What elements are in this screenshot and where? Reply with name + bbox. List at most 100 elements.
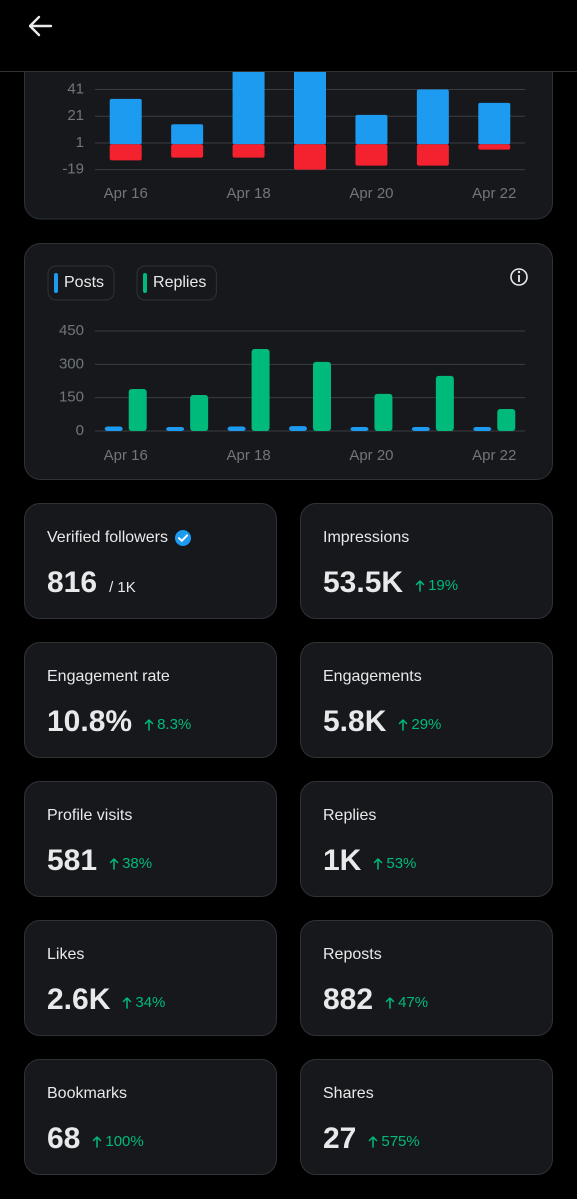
stat-label-row: Verified followers	[47, 528, 254, 548]
bar	[355, 114, 388, 145]
stat-value: 68	[47, 1122, 81, 1155]
stat-value: 27	[323, 1122, 357, 1155]
y-tick-label: 0	[76, 422, 84, 439]
stat-value: 1K	[323, 844, 362, 877]
bar	[497, 409, 516, 431]
header	[0, 0, 577, 71]
stat-label: Verified followers	[47, 529, 168, 546]
stat-label: Reposts	[323, 946, 382, 963]
bar	[355, 144, 388, 166]
stat-row: 10.8% 8.3%	[47, 705, 254, 739]
bar	[435, 375, 454, 431]
charts: 41 21 1 -19 Apr 16 Apr 18 Apr 20 Apr 22 0 150 300…	[0, 0, 577, 480]
bar	[416, 144, 449, 166]
stat-label-row: Reposts	[323, 945, 530, 965]
stat-row: 2.6K 34%	[47, 983, 254, 1017]
stat-row: 5.8K 29%	[323, 705, 530, 739]
stat-card: Profile visits 581 38%	[24, 781, 277, 897]
y-tick-label: 1	[76, 134, 84, 151]
legend-swatch	[143, 273, 148, 293]
y-tick-label: 41	[67, 81, 84, 98]
chart-plot: 41 21 1 -19 Apr 16 Apr 18 Apr 20 Apr 22	[62, 57, 525, 202]
stat-label-row: Likes	[47, 945, 254, 965]
stat-change-value: 29%	[411, 716, 442, 733]
x-tick-label: Apr 18	[226, 185, 270, 202]
bar	[171, 124, 204, 145]
info-icon[interactable]	[510, 268, 528, 286]
verified-badge	[174, 530, 191, 546]
stat-label: Shares	[323, 1085, 374, 1102]
stat-change-value: 100%	[105, 1133, 144, 1150]
stat-change: 47%	[385, 994, 428, 1011]
stat-label: Impressions	[323, 529, 410, 546]
stat-card: Verified followers 816 / 1K	[24, 503, 277, 619]
bar	[128, 389, 147, 431]
y-tick-label: 21	[67, 107, 84, 124]
up-arrow	[415, 580, 425, 592]
legend-chip	[47, 265, 115, 301]
x-tick-label: Apr 20	[349, 185, 393, 202]
up-arrow	[109, 858, 119, 870]
stat-change: 29%	[398, 716, 441, 733]
y-tick-label: 450	[59, 322, 84, 339]
up-arrow	[144, 719, 154, 731]
x-tick-label: Apr 22	[472, 185, 516, 202]
stat-change-value: 575%	[381, 1133, 420, 1150]
y-tick-label: -19	[62, 161, 84, 178]
bar	[109, 144, 142, 161]
stat-row: 581 38%	[47, 844, 254, 878]
stat-change-value: 53%	[386, 855, 417, 872]
x-tick-label: Apr 16	[104, 447, 148, 464]
bar	[109, 98, 142, 145]
bar	[478, 144, 511, 150]
bar	[374, 393, 393, 431]
bar	[289, 426, 307, 431]
bar	[416, 89, 449, 145]
stat-card: Impressions 53.5K 19%	[300, 503, 553, 619]
legend-chip	[136, 265, 217, 301]
stat-label-row: Shares	[323, 1084, 530, 1104]
chart-card	[24, 243, 553, 480]
stat-change-value: 38%	[122, 855, 153, 872]
stat-label-row: Bookmarks	[47, 1084, 254, 1104]
stat-row: 882 47%	[323, 983, 530, 1017]
stats-grid: Verified followers 816 / 1K Impressions 53.5…	[24, 503, 553, 1175]
bar	[190, 395, 209, 431]
stat-change-value: 34%	[135, 994, 166, 1011]
stat-label: Likes	[47, 946, 85, 963]
stat-value: 2.6K	[47, 983, 111, 1016]
stat-label-row: Engagement rate	[47, 667, 254, 687]
bar	[411, 427, 430, 431]
stat-change: 53%	[373, 855, 416, 872]
stat-change: 575%	[368, 1133, 420, 1150]
stat-change: 19%	[415, 577, 458, 594]
bar	[171, 144, 204, 158]
up-arrow	[374, 858, 383, 870]
bar	[104, 426, 123, 431]
stat-label-row: Engagements	[323, 667, 530, 687]
stat-change-value: 19%	[428, 577, 459, 594]
stat-card: Replies 1K 53%	[300, 781, 553, 897]
stat-row: 68 100%	[47, 1122, 254, 1156]
bar	[294, 144, 326, 170]
bar	[232, 57, 265, 145]
stat-card: Engagement rate 10.8% 8.3%	[24, 642, 277, 758]
x-tick-label: Apr 22	[472, 447, 516, 464]
back-button[interactable]	[28, 15, 53, 37]
stat-row: 1K 53%	[323, 844, 530, 878]
stat-label-row: Replies	[323, 806, 530, 826]
up-arrow	[385, 997, 395, 1009]
y-tick-label: 300	[59, 355, 84, 372]
legend-swatch	[54, 273, 58, 293]
stat-row: 816 / 1K	[47, 566, 254, 600]
stat-total: / 1K	[109, 579, 136, 596]
bar	[232, 144, 265, 158]
up-arrow	[369, 1136, 378, 1148]
stat-value: 53.5K	[323, 566, 404, 599]
stat-value: 5.8K	[323, 705, 387, 738]
stat-label: Bookmarks	[47, 1085, 128, 1102]
stat-label: Profile visits	[47, 807, 133, 824]
stat-card: Reposts 882 47%	[300, 920, 553, 1036]
stat-change: 38%	[109, 855, 152, 872]
legend-label: Posts	[64, 274, 104, 291]
